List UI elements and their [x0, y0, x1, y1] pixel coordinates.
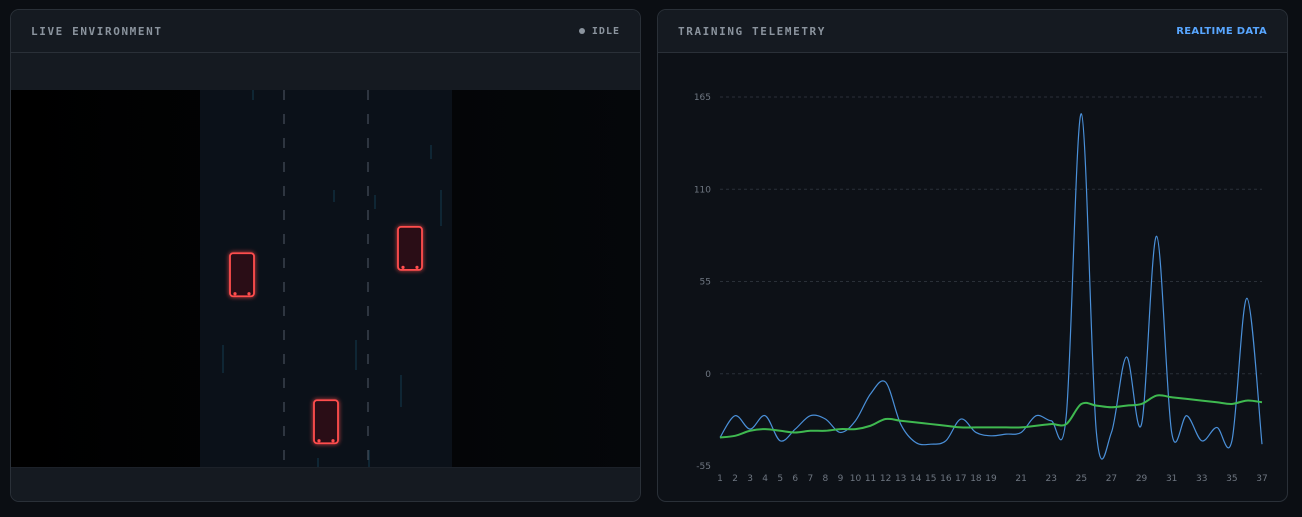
- vehicles: [229, 225, 423, 445]
- vehicle: [229, 252, 255, 298]
- series-line-blue: [719, 113, 1263, 460]
- x-tick-label: 25: [1076, 474, 1087, 484]
- y-tick-label: -55: [696, 462, 711, 472]
- panel-title: TRAINING TELEMETRY: [678, 24, 827, 38]
- status-indicator: IDLE: [578, 25, 620, 37]
- vehicle: [397, 225, 423, 271]
- series-line-green: [719, 394, 1263, 439]
- simulation-canvas: [11, 90, 640, 467]
- x-tick-label: 15: [925, 474, 936, 484]
- live-environment-panel: LIVE ENVIRONMENT IDLE: [10, 9, 641, 502]
- x-axis: 1 2 3 4 5 6 7 8 9 10 11 12 13 14 15 16 17 18 19 21 23 25 27 29 3…: [717, 474, 1268, 484]
- status-label: IDLE: [591, 25, 620, 37]
- x-tick-label: 16: [940, 474, 952, 484]
- panel-header: TRAINING TELEMETRY REALTIME DATA: [658, 10, 1287, 53]
- x-tick-label: 35: [1226, 474, 1237, 484]
- x-tick-label: 17: [955, 474, 966, 484]
- x-tick-label: 9: [838, 474, 844, 484]
- x-tick-label: 27: [1106, 474, 1117, 484]
- canvas-bottom-strip: [11, 467, 640, 501]
- x-tick-label: 29: [1136, 474, 1148, 484]
- x-tick-label: 21: [1015, 474, 1026, 484]
- x-tick-label: 33: [1196, 474, 1207, 484]
- chart-grid: [720, 96, 1262, 375]
- y-tick-label: 55: [700, 278, 711, 288]
- speed-streaks: [222, 90, 442, 467]
- x-tick-label: 14: [910, 474, 922, 484]
- chart-series: [719, 113, 1263, 460]
- training-telemetry-panel: TRAINING TELEMETRY REALTIME DATA -55 0 55 1…: [657, 9, 1288, 502]
- x-tick-label: 19: [985, 474, 997, 484]
- x-tick-label: 11: [865, 474, 876, 484]
- x-tick-label: 13: [895, 474, 906, 484]
- y-tick-label: 0: [705, 370, 711, 380]
- x-tick-label: 8: [823, 474, 829, 484]
- status-dot-icon: [578, 28, 585, 34]
- x-tick-label: 31: [1166, 474, 1177, 484]
- x-tick-label: 12: [880, 474, 891, 484]
- x-tick-label: 6: [792, 474, 798, 484]
- panel-title: LIVE ENVIRONMENT: [31, 24, 163, 38]
- y-axis: -55 0 55 110 165: [694, 93, 711, 472]
- x-tick-label: 10: [850, 474, 862, 484]
- x-tick-label: 37: [1256, 474, 1267, 484]
- panel-header: LIVE ENVIRONMENT IDLE: [11, 10, 640, 53]
- y-tick-label: 165: [694, 93, 711, 103]
- x-tick-label: 18: [970, 474, 982, 484]
- x-tick-label: 2: [732, 474, 738, 484]
- x-tick-label: 3: [747, 474, 753, 484]
- x-tick-label: 4: [762, 474, 768, 484]
- x-tick-label: 23: [1045, 474, 1056, 484]
- realtime-badge: REALTIME DATA: [1176, 25, 1267, 37]
- x-tick-label: 5: [777, 474, 783, 484]
- y-tick-label: 110: [694, 185, 711, 195]
- x-tick-label: 1: [717, 474, 723, 484]
- canvas-top-strip: [11, 53, 640, 91]
- x-tick-label: 7: [807, 474, 813, 484]
- vehicle: [313, 399, 339, 445]
